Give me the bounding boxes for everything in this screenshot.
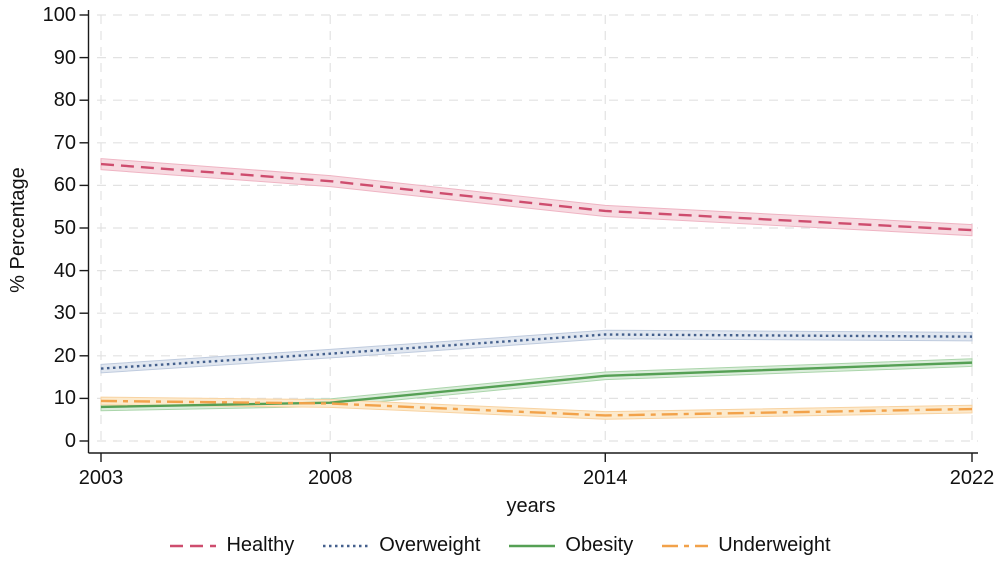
y-tick-label: 70: [53, 131, 76, 154]
y-tick-label: 50: [53, 217, 76, 239]
y-tick-label: 0: [64, 430, 76, 452]
x-tick-label: 2008: [307, 467, 353, 489]
y-tick-label: 60: [53, 174, 76, 197]
x-axis-title: years: [506, 495, 556, 517]
y-tick-label: 40: [53, 259, 76, 282]
legend-label: Overweight: [379, 534, 481, 556]
legend: Healthy Overweight Obesity Underweight: [0, 534, 1000, 557]
series-line-healthy: [100, 162, 973, 232]
ci-band-overweight: [100, 329, 973, 374]
legend-label: Healthy: [226, 534, 295, 556]
legend-line-sample-solid: [509, 544, 556, 547]
legend-item-underweight: Underweight: [661, 534, 831, 557]
y-tick-label: 30: [53, 302, 76, 325]
legend-item-obesity: Obesity: [508, 534, 633, 557]
y-tick-label: 10: [53, 387, 76, 410]
series-line-obesity: [100, 361, 973, 409]
y-tick-label: 20: [53, 344, 76, 367]
legend-line-sample-dotted: [323, 544, 370, 547]
series-line-overweight: [100, 333, 973, 370]
legend-label: Obesity: [565, 534, 634, 556]
y-tick-label: 80: [53, 89, 76, 112]
y-tick-label: 90: [53, 46, 76, 69]
legend-line-sample-dash-dot: [662, 544, 709, 547]
x-tick-label: 2022: [949, 467, 995, 489]
y-axis-title: % Percentage: [7, 167, 29, 293]
series-line-underweight: [100, 399, 973, 417]
x-tick-label: 2003: [78, 467, 124, 489]
legend-item-overweight: Overweight: [322, 534, 480, 557]
ci-band-obesity: [100, 358, 973, 412]
legend-label: Underweight: [718, 534, 831, 556]
y-tick-label: 100: [42, 4, 76, 26]
ci-band-healthy: [100, 158, 973, 237]
x-tick-label: 2014: [583, 467, 628, 489]
legend-item-healthy: Healthy: [169, 534, 294, 557]
legend-line-sample-dashed: [170, 544, 217, 547]
